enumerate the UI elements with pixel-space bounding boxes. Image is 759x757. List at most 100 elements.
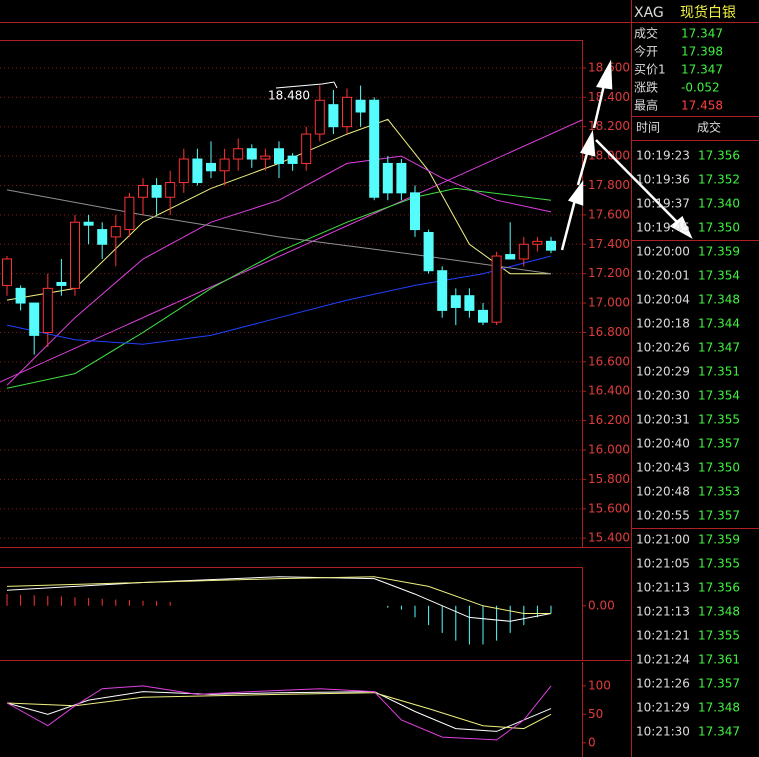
candle-body bbox=[505, 254, 516, 260]
trade-price: 17.355 bbox=[698, 413, 740, 427]
annotation-leader bbox=[275, 81, 338, 89]
arrows bbox=[560, 59, 693, 251]
quote-value: 17.347 bbox=[681, 63, 723, 77]
trade-time: 10:21:29 bbox=[636, 701, 690, 715]
trade-time: 10:21:13 bbox=[636, 605, 690, 619]
quote-label: 最高 bbox=[634, 98, 658, 113]
trade-price: 17.348 bbox=[698, 293, 740, 307]
candle-body bbox=[83, 221, 94, 226]
y-tick-label: 17.800 bbox=[588, 178, 630, 192]
quote-label: 成交 bbox=[634, 26, 658, 41]
trade-time: 10:19:37 bbox=[636, 197, 690, 211]
candle-body bbox=[423, 232, 434, 272]
indicator-line bbox=[6, 685, 552, 741]
trade-price: 17.347 bbox=[698, 725, 740, 739]
candle-body bbox=[369, 99, 380, 198]
trade-price: 17.348 bbox=[698, 701, 740, 715]
trade-price: 17.356 bbox=[698, 149, 740, 163]
candle-body bbox=[355, 99, 366, 113]
trade-time: 10:21:05 bbox=[636, 557, 690, 571]
y-tick-label: 16.800 bbox=[588, 325, 630, 339]
candle-body bbox=[478, 309, 488, 323]
trade-time: 10:20:04 bbox=[636, 293, 690, 307]
trade-time: 10:20:30 bbox=[636, 389, 690, 403]
trade-price: 17.350 bbox=[698, 461, 740, 475]
trade-price: 17.348 bbox=[698, 605, 740, 619]
candle-body bbox=[382, 162, 393, 194]
quote-value: -0.052 bbox=[681, 81, 720, 95]
column-header: 时间 bbox=[636, 121, 660, 135]
y-tick-label: 18.000 bbox=[588, 149, 630, 163]
trade-time: 10:20:55 bbox=[636, 509, 690, 523]
y-tick-label: 16.400 bbox=[588, 384, 630, 398]
trade-time: 10:21:13 bbox=[636, 581, 690, 595]
candle-body bbox=[546, 240, 556, 251]
y-tick-label: 100 bbox=[588, 678, 611, 692]
candle-body bbox=[97, 229, 108, 245]
trade-price: 17.357 bbox=[698, 677, 740, 691]
trade-time: 10:20:00 bbox=[636, 245, 690, 259]
y-tick-label: 18.200 bbox=[588, 119, 630, 133]
trade-time: 10:20:26 bbox=[636, 341, 690, 355]
candle-body bbox=[396, 162, 407, 194]
trade-price: 17.352 bbox=[698, 173, 740, 187]
candle-body bbox=[42, 287, 53, 333]
quote-value: 17.458 bbox=[681, 99, 723, 113]
candle-body bbox=[464, 295, 475, 311]
candle-body bbox=[246, 148, 257, 160]
y-tick-label: 17.600 bbox=[588, 207, 630, 221]
quote-label: 买价1 bbox=[634, 63, 666, 77]
indicator-line bbox=[6, 155, 552, 386]
candle-body bbox=[314, 99, 325, 135]
candle-body bbox=[260, 155, 271, 160]
instrument-name: 现货白银 bbox=[680, 4, 736, 21]
y-tick-label: 0.00 bbox=[588, 598, 615, 612]
trade-price: 17.357 bbox=[698, 509, 740, 523]
trade-time: 10:19:45 bbox=[636, 221, 690, 235]
y-tick-label: 17.400 bbox=[588, 237, 630, 251]
trade-time: 10:19:36 bbox=[636, 173, 690, 187]
candle-body bbox=[437, 270, 448, 311]
trade-price: 17.359 bbox=[698, 533, 740, 547]
candle-body bbox=[70, 221, 80, 289]
candle-body bbox=[192, 158, 203, 184]
trade-price: 17.347 bbox=[698, 341, 740, 355]
candle-body bbox=[219, 158, 230, 172]
candle-body bbox=[151, 184, 162, 198]
indicator-line bbox=[6, 691, 552, 732]
trade-price: 17.355 bbox=[698, 557, 740, 571]
trend-line bbox=[0, 119, 583, 383]
candle-body bbox=[206, 162, 216, 172]
trade-time: 10:20:18 bbox=[636, 317, 690, 331]
y-tick-label: 17.000 bbox=[588, 296, 630, 310]
candle-body bbox=[328, 104, 339, 128]
trade-time: 10:20:48 bbox=[636, 485, 690, 499]
indicator-line bbox=[6, 576, 551, 614]
trade-price: 17.354 bbox=[698, 389, 740, 403]
quote-label: 今开 bbox=[634, 44, 658, 59]
trade-time: 10:20:40 bbox=[636, 437, 690, 451]
candle-body bbox=[124, 196, 135, 231]
indicator-line bbox=[6, 692, 552, 730]
indicator-line bbox=[6, 187, 552, 389]
trade-time: 10:19:23 bbox=[636, 149, 690, 163]
y-tick-label: 16.200 bbox=[588, 413, 630, 427]
trade-price: 17.357 bbox=[698, 437, 740, 451]
y-tick-label: 50 bbox=[588, 707, 603, 721]
candle-body bbox=[301, 133, 312, 164]
trade-time: 10:21:24 bbox=[636, 653, 690, 667]
quote-value: 17.398 bbox=[681, 45, 723, 59]
candle-body bbox=[138, 184, 148, 198]
trade-price: 17.351 bbox=[698, 365, 740, 379]
y-tick-label: 18.400 bbox=[588, 90, 630, 104]
y-tick-label: 15.600 bbox=[588, 501, 630, 515]
column-header: 成交 bbox=[697, 120, 721, 135]
trade-time: 10:20:01 bbox=[636, 269, 690, 283]
candle-body bbox=[2, 258, 12, 286]
candle-body bbox=[342, 96, 352, 128]
candle-body bbox=[491, 255, 502, 323]
trade-price: 17.356 bbox=[698, 581, 740, 595]
candle-body bbox=[450, 295, 461, 308]
trade-price: 17.355 bbox=[698, 629, 740, 643]
